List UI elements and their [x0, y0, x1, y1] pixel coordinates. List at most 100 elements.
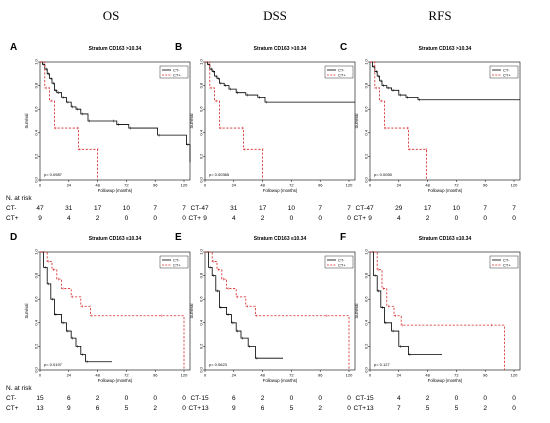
x-tick-label: 72 — [289, 373, 294, 378]
survival-curve-ctpos — [40, 61, 98, 180]
y-tick-label: 1.0 — [34, 248, 39, 254]
x-tick-label: 120 — [346, 373, 353, 378]
y-tick-label: 0.0 — [364, 176, 369, 182]
x-tick-label: 24 — [67, 373, 72, 378]
risk-count: 6 — [261, 405, 265, 412]
risk-count: 15 — [36, 395, 44, 402]
panel-letter: D — [10, 232, 17, 243]
panel-f: F Stratum CD163 ≤10.34 0.0 0.2 0.4 0.6 0.8 1.0 0… — [340, 232, 521, 412]
risk-row-label: CT+ — [354, 215, 367, 222]
x-axis-label: Followup (months) — [428, 188, 463, 193]
y-tick-label: 0.0 — [364, 366, 369, 372]
risk-count: 2 — [261, 395, 265, 402]
survival-curve-ctpos — [370, 251, 505, 370]
x-tick-label: 0 — [39, 373, 42, 378]
x-tick-label: 120 — [511, 373, 518, 378]
legend-label: CT- — [173, 68, 180, 73]
risk-count: 9 — [368, 215, 372, 222]
y-tick-label: 1.0 — [34, 58, 39, 64]
risk-count: 6 — [96, 405, 100, 412]
panel-letter: B — [175, 42, 182, 53]
risk-row-label: CT+ — [6, 405, 19, 412]
risk-count: 4 — [397, 215, 401, 222]
risk-row-label: CT- — [356, 205, 366, 212]
risk-count: 6 — [67, 395, 71, 402]
column-header-os: OS — [102, 8, 120, 23]
survival-curve-ctpos — [205, 251, 350, 370]
x-axis-label: Followup (months) — [263, 378, 298, 383]
risk-count: 0 — [512, 215, 516, 222]
legend-label: CT- — [503, 258, 510, 263]
risk-row-label: CT- — [356, 395, 366, 402]
risk-row-label: CT+ — [189, 405, 202, 412]
risk-count: 15 — [366, 395, 374, 402]
risk-count: 15 — [201, 395, 209, 402]
chart-title: Stratum CD163 >10.34 — [89, 46, 142, 52]
risk-count: 10 — [123, 205, 131, 212]
y-axis-label: Survival — [354, 113, 359, 128]
risk-count: 13 — [201, 405, 209, 412]
y-tick-label: 0.6 — [364, 106, 369, 112]
y-tick-label: 1.0 — [199, 248, 204, 254]
risk-count: 29 — [395, 205, 403, 212]
risk-count: 0 — [182, 395, 186, 402]
risk-count: 0 — [318, 215, 322, 222]
risk-row-label: CT- — [191, 205, 201, 212]
y-tick-label: 0.6 — [34, 106, 39, 112]
legend-label: CT- — [338, 258, 345, 263]
x-tick-label: 0 — [369, 373, 372, 378]
y-tick-label: 1.0 — [364, 58, 369, 64]
risk-count: 5 — [455, 405, 459, 412]
y-tick-label: 0.0 — [34, 176, 39, 182]
chart-title: Stratum CD163 ≤10.34 — [419, 236, 472, 242]
panel-letter: F — [340, 232, 346, 243]
x-tick-label: 72 — [454, 183, 459, 188]
y-tick-label: 0.2 — [34, 343, 39, 349]
panel-b: B Stratum CD163 >10.34 0.0 0.2 0.4 0.6 0.8 1.0 0… — [175, 42, 356, 222]
risk-count: 7 — [512, 205, 516, 212]
y-axis-label: Survival — [354, 303, 359, 318]
x-tick-label: 48 — [425, 183, 430, 188]
y-axis-label: Survival — [24, 113, 29, 128]
x-tick-label: 48 — [425, 373, 430, 378]
survival-curve-ctpos — [370, 61, 427, 180]
risk-row-label: CT- — [191, 395, 201, 402]
survival-curve-ctneg — [40, 251, 112, 363]
risk-count: 0 — [483, 215, 487, 222]
panel-d: D Stratum CD163 ≤10.34 0.0 0.2 0.4 0.6 0.8 1.0 0… — [6, 232, 191, 412]
y-tick-label: 0.6 — [34, 296, 39, 302]
risk-count: 0 — [512, 395, 516, 402]
x-tick-label: 24 — [397, 373, 402, 378]
chart-title: Stratum CD163 ≤10.34 — [254, 236, 307, 242]
risk-row-label: CT- — [6, 395, 16, 402]
x-tick-label: 120 — [181, 183, 188, 188]
legend-label: CT- — [173, 258, 180, 263]
risk-row-label: CT+ — [189, 215, 202, 222]
y-tick-label: 0.8 — [34, 82, 39, 88]
survival-curve-ctneg — [370, 251, 442, 356]
risk-row-label: CT- — [6, 205, 16, 212]
risk-table-header: N. at risk — [6, 195, 32, 202]
risk-count: 4 — [67, 215, 71, 222]
y-tick-label: 0.6 — [364, 296, 369, 302]
x-axis-label: Followup (months) — [98, 378, 133, 383]
risk-count: 13 — [366, 405, 374, 412]
y-tick-label: 0.6 — [199, 296, 204, 302]
panel-c: C Stratum CD163 >10.34 0.0 0.2 0.4 0.6 0.8 1.0 0… — [340, 42, 521, 222]
y-tick-label: 0.2 — [199, 153, 204, 159]
y-tick-label: 0.4 — [364, 319, 369, 325]
risk-count: 0 — [455, 215, 459, 222]
column-header-dss: DSS — [263, 8, 287, 23]
plot-frame — [369, 61, 521, 181]
risk-count: 31 — [65, 205, 73, 212]
risk-count: 2 — [96, 395, 100, 402]
risk-count: 31 — [230, 205, 238, 212]
risk-count: 7 — [153, 205, 157, 212]
legend-label: CT+ — [503, 263, 511, 268]
risk-count: 17 — [259, 205, 267, 212]
survival-curve-ctpos — [205, 61, 263, 180]
y-tick-label: 0.4 — [199, 319, 204, 325]
survival-curve-ctpos — [40, 251, 185, 370]
column-header-rfs: RFS — [428, 8, 452, 23]
